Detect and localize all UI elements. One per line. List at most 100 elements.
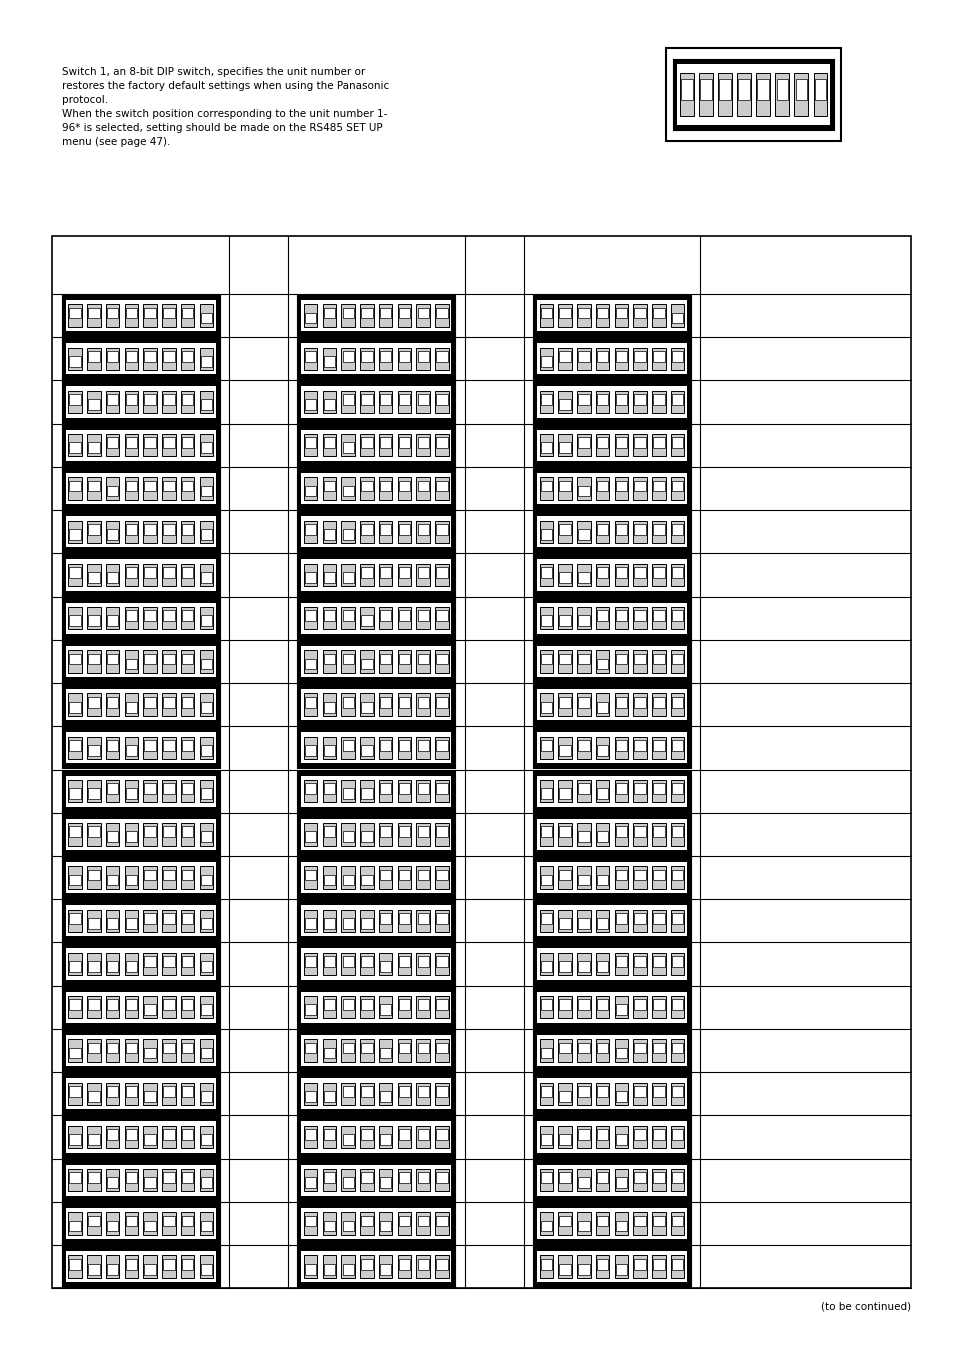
Bar <box>360 780 374 803</box>
Bar <box>653 956 664 967</box>
Bar <box>558 745 570 755</box>
Bar <box>652 1213 665 1234</box>
Bar <box>614 1082 627 1105</box>
Bar <box>200 1005 212 1016</box>
Bar <box>125 564 138 587</box>
Bar <box>125 909 138 932</box>
Bar <box>181 909 194 932</box>
Bar <box>577 348 590 370</box>
Bar <box>360 1082 374 1105</box>
Bar <box>125 737 138 759</box>
Bar <box>305 870 316 881</box>
Bar <box>87 693 100 716</box>
Bar <box>397 952 411 975</box>
Bar <box>558 391 571 413</box>
Bar <box>653 1043 664 1054</box>
Bar <box>87 823 100 846</box>
Bar <box>671 1215 682 1226</box>
Bar <box>126 1172 137 1183</box>
Bar <box>342 788 354 799</box>
Bar <box>558 1091 570 1102</box>
Bar <box>397 434 411 456</box>
Bar <box>577 391 590 413</box>
Bar <box>614 693 627 716</box>
Bar <box>301 386 451 418</box>
Bar <box>378 780 392 803</box>
Bar <box>70 1000 81 1010</box>
Bar <box>106 909 119 932</box>
Bar <box>633 693 646 716</box>
Bar <box>670 521 683 542</box>
Bar <box>341 607 355 630</box>
Bar <box>416 434 430 456</box>
Bar <box>417 1086 429 1097</box>
Bar <box>304 1082 317 1105</box>
Bar <box>162 1256 175 1278</box>
Bar <box>596 650 609 673</box>
Bar <box>634 523 645 534</box>
Bar <box>200 1221 212 1232</box>
Bar <box>63 599 218 638</box>
Bar <box>652 909 665 932</box>
Bar <box>199 780 213 803</box>
Bar <box>69 607 82 630</box>
Bar <box>577 1126 590 1148</box>
Bar <box>436 480 447 491</box>
Bar <box>417 1043 429 1054</box>
Bar <box>634 653 645 664</box>
Bar <box>88 745 99 755</box>
Bar <box>596 866 609 889</box>
Bar <box>126 480 137 491</box>
Bar <box>615 437 626 448</box>
Bar <box>107 1043 118 1054</box>
Bar <box>671 956 682 967</box>
Bar <box>341 1126 355 1148</box>
Bar <box>341 391 355 413</box>
Bar <box>537 343 686 375</box>
Bar <box>181 305 194 326</box>
Bar <box>671 870 682 881</box>
Bar <box>670 1039 683 1062</box>
Bar <box>558 1039 571 1062</box>
Bar <box>558 308 570 318</box>
Bar <box>540 1259 552 1269</box>
Bar <box>200 615 212 626</box>
Bar <box>163 1215 174 1226</box>
Bar <box>379 913 391 924</box>
Bar <box>537 905 686 936</box>
Bar <box>298 1160 454 1199</box>
Bar <box>125 478 138 499</box>
Bar <box>305 399 316 410</box>
Bar <box>341 1039 355 1062</box>
Bar <box>341 521 355 542</box>
Bar <box>70 1086 81 1097</box>
Bar <box>163 913 174 924</box>
Bar <box>360 348 374 370</box>
Bar <box>301 299 451 331</box>
Bar <box>416 348 430 370</box>
Bar <box>578 1178 589 1188</box>
Bar <box>378 434 392 456</box>
Bar <box>66 905 215 936</box>
Bar <box>126 745 137 755</box>
Bar <box>534 1246 689 1287</box>
Bar <box>199 478 213 499</box>
Bar <box>615 1048 626 1059</box>
Bar <box>341 780 355 803</box>
Bar <box>539 434 553 456</box>
Bar <box>558 607 571 630</box>
Bar <box>66 646 215 677</box>
Bar <box>436 913 447 924</box>
Bar <box>597 874 608 885</box>
Bar <box>435 305 448 326</box>
Bar <box>670 564 683 587</box>
Bar <box>670 1082 683 1105</box>
Bar <box>144 523 155 534</box>
Bar <box>360 1170 374 1191</box>
Bar <box>398 1172 410 1183</box>
Bar <box>298 382 454 422</box>
Bar <box>397 348 411 370</box>
Bar <box>143 1039 156 1062</box>
Bar <box>634 784 645 795</box>
Bar <box>323 572 335 583</box>
